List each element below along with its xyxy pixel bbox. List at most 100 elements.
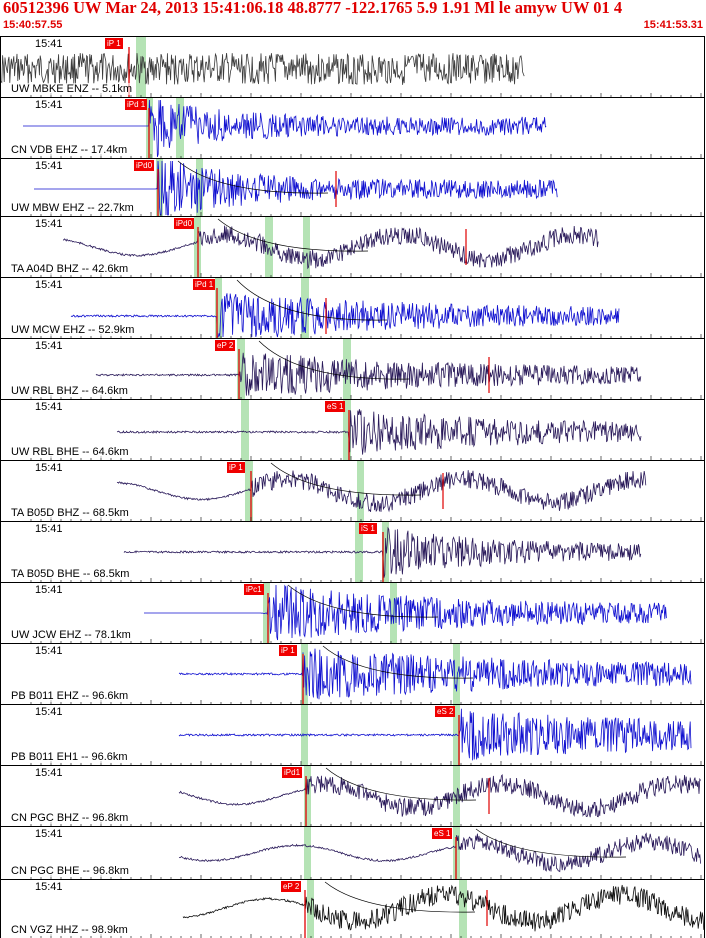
phase-window	[301, 278, 309, 338]
panel-time-label: 15:41	[35, 523, 63, 535]
waveform-trace	[70, 293, 620, 338]
phase-window	[136, 37, 146, 97]
waveform-plot	[30, 339, 702, 399]
seismogram-panels[interactable]: 15:41 iP 1 UW MBKE ENZ -- 5.1km 15:41 iPd 1 C…	[0, 36, 706, 938]
station-label: UW MCW EHZ -- 52.9km	[11, 324, 135, 336]
phase-window	[453, 644, 460, 704]
seismogram-panel[interactable]: 15:41 iPd 1 UW MCW EHZ -- 52.9km	[0, 277, 705, 338]
seismogram-panel[interactable]: 15:41 iPd1 CN PGC BHZ -- 96.8km	[0, 765, 705, 826]
seismogram-panel[interactable]: 15:41 iPd0 UW MBW EHZ -- 22.7km	[0, 158, 705, 216]
seismogram-panel[interactable]: 15:41 iPd 1 CN VDB EHZ -- 17.4km	[0, 97, 705, 158]
pick-label[interactable]: iPd 1	[193, 279, 216, 290]
station-label: PB B011 EH1 -- 96.6km	[11, 751, 128, 763]
waveform-plot	[30, 278, 702, 338]
seismogram-panel[interactable]: 15:41 iP 1 PB B011 EHZ -- 96.6km	[0, 643, 705, 704]
travel-time-curve	[258, 340, 410, 380]
pick-label[interactable]: eS 1	[432, 828, 453, 839]
panel-time-label: 15:41	[35, 706, 63, 718]
pick-label[interactable]: iPd1	[282, 767, 303, 778]
phase-window	[245, 461, 253, 521]
waveform-plot	[30, 400, 702, 460]
pick-label[interactable]: iP 1	[279, 645, 297, 656]
panel-time-label: 15:41	[35, 881, 63, 893]
phase-window	[357, 461, 364, 521]
event-title: 60512396 UW Mar 24, 2013 15:41:06.18 48.…	[3, 0, 623, 17]
station-label: UW RBL BHZ -- 64.6km	[11, 385, 128, 397]
pick-label[interactable]: eS 1	[325, 401, 346, 412]
seismogram-panel[interactable]: 15:41 eS 1 CN PGC BHE -- 96.8km	[0, 826, 705, 879]
waveform-trace	[34, 160, 558, 216]
phase-window	[303, 217, 310, 277]
travel-time-curve	[217, 218, 369, 252]
station-label: TA A04D BHZ -- 42.6km	[11, 263, 129, 275]
panel-time-label: 15:41	[35, 340, 63, 352]
travel-time-curve	[475, 828, 627, 858]
waveform-plot	[30, 217, 702, 277]
pick-label[interactable]: eP 2	[215, 340, 236, 351]
seismogram-panel[interactable]: 15:41 eP 2 CN VGZ HHZ -- 98.9km	[0, 879, 705, 938]
pick-label[interactable]: iS 1	[359, 523, 377, 534]
travel-time-curve	[287, 584, 439, 618]
seismogram-panel[interactable]: 15:41 iP 1 UW MBKE ENZ -- 5.1km	[0, 36, 705, 97]
station-label: CN VGZ HHZ -- 98.9km	[11, 924, 128, 936]
station-label: UW RBL BHE -- 64.6km	[11, 446, 129, 458]
panel-time-label: 15:41	[35, 160, 63, 172]
waveform-trace	[62, 225, 599, 270]
phase-window	[390, 583, 397, 643]
pick-label[interactable]: iPd0	[134, 160, 155, 171]
travel-time-curve	[324, 881, 476, 913]
phase-window	[459, 880, 467, 938]
seismogram-panel[interactable]: 15:41 eS 1 UW RBL BHE -- 64.6km	[0, 399, 705, 460]
travel-time-curve	[325, 767, 477, 801]
station-label: CN PGC BHE -- 96.8km	[11, 865, 129, 877]
seismogram-panel[interactable]: 15:41 iS 1 TA B05D BHE -- 68.5km	[0, 521, 705, 582]
waveform-plot	[30, 583, 702, 643]
pick-label[interactable]: iPd 1	[125, 99, 148, 110]
waveform-plot	[30, 705, 702, 765]
station-label: CN PGC BHZ -- 96.8km	[11, 812, 129, 824]
station-label: TA B05D BHZ -- 68.5km	[11, 507, 129, 519]
pick-label[interactable]: iPc1	[244, 584, 264, 595]
phase-window	[304, 827, 311, 879]
station-label: TA B05D BHE -- 68.5km	[11, 568, 130, 580]
pick-label[interactable]: eP 2	[281, 881, 302, 892]
travel-time-curve	[270, 462, 422, 496]
panel-time-label: 15:41	[35, 584, 63, 596]
seismogram-panel[interactable]: 15:41 iPc1 UW JCW EHZ -- 78.1km	[0, 582, 705, 643]
start-time: 15:40:57.55	[3, 19, 63, 31]
travel-time-curve	[322, 645, 474, 679]
end-time: 15:41:53.31	[643, 19, 703, 31]
panel-time-label: 15:41	[35, 218, 63, 230]
phase-window	[237, 339, 245, 399]
waveform-trace	[144, 584, 667, 641]
panel-time-label: 15:41	[35, 645, 63, 657]
station-label: CN VDB EHZ -- 17.4km	[11, 144, 128, 156]
seismogram-panel[interactable]: 15:41 iP 1 TA B05D BHZ -- 68.5km	[0, 460, 705, 521]
seismogram-panel[interactable]: 15:41 iPd0 TA A04D BHZ -- 42.6km	[0, 216, 705, 277]
waveform-trace	[23, 99, 547, 158]
panel-time-label: 15:41	[35, 767, 63, 779]
station-label: UW JCW EHZ -- 78.1km	[11, 629, 131, 641]
waveform-plot	[23, 98, 702, 158]
travel-time-curve	[236, 279, 388, 321]
pick-label[interactable]: iP 1	[227, 462, 245, 473]
panel-time-label: 15:41	[35, 401, 63, 413]
waveform-plot	[30, 827, 702, 879]
waveform-plot	[30, 461, 702, 521]
station-label: UW MBKE ENZ -- 5.1km	[11, 83, 133, 95]
travel-time-curve	[177, 160, 329, 194]
pick-label[interactable]: iPd0	[174, 218, 195, 229]
station-label: PB B011 EHZ -- 96.6km	[11, 690, 129, 702]
station-label: UW MBW EHZ -- 22.7km	[11, 202, 134, 214]
waveform-trace	[116, 409, 642, 455]
seismogram-panel[interactable]: 15:41 eS 2 PB B011 EH1 -- 96.6km	[0, 704, 705, 765]
seismogram-panel[interactable]: 15:41 eP 2 UW RBL BHZ -- 64.6km	[0, 338, 705, 399]
pick-label[interactable]: iP 1	[105, 38, 123, 49]
panel-time-label: 15:41	[35, 38, 63, 50]
pick-label[interactable]: eS 2	[435, 706, 456, 717]
waveform-plot	[30, 159, 702, 216]
panel-time-label: 15:41	[35, 279, 63, 291]
waveform-trace	[178, 832, 701, 873]
waveform-plot	[30, 766, 702, 826]
waveform-trace	[178, 708, 692, 761]
